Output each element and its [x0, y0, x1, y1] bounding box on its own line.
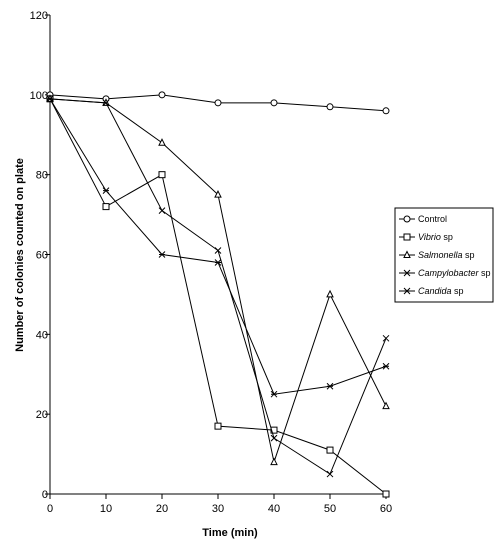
data-point [214, 190, 222, 198]
series-star [46, 95, 390, 398]
series-line [49, 98, 387, 464]
legend-item: Candida sp [399, 286, 464, 296]
x-axis-title: Time (min) [202, 527, 258, 539]
x-tick-label: 50 [324, 503, 336, 515]
data-point [102, 203, 110, 211]
x-tick-label: 60 [380, 503, 392, 515]
data-point [382, 107, 390, 115]
data-point [382, 401, 390, 410]
data-point [326, 103, 334, 111]
data-point [158, 251, 166, 258]
x-tick-label: 40 [268, 503, 280, 515]
x-tick-label: 0 [47, 503, 53, 515]
series-x [46, 95, 390, 478]
legend-label: Campylobacter sp [418, 268, 491, 278]
data-point [382, 334, 390, 342]
series-layer [46, 91, 390, 498]
data-point [403, 250, 411, 258]
data-point [403, 287, 411, 295]
data-point [158, 207, 166, 214]
axes: 0 20 40 60 80 100 120 0 10 20 30 40 50 60 [30, 10, 392, 515]
series-circle [46, 91, 390, 115]
data-point [326, 382, 334, 390]
x-tick-label: 10 [100, 503, 112, 515]
data-point [270, 426, 278, 434]
series-line [49, 98, 387, 395]
y-axis-title: Number of colonies counted on plate [14, 158, 26, 352]
legend-item: Campylobacter sp [399, 268, 491, 278]
data-point [326, 470, 334, 478]
x-tick-label: 20 [156, 503, 168, 515]
data-point [214, 247, 222, 254]
y-tick-label: 0 [42, 489, 48, 501]
series-square [46, 95, 390, 498]
data-point [102, 187, 110, 194]
legend-item: Control [399, 214, 447, 224]
data-point [270, 457, 278, 466]
y-tick-label: 80 [36, 170, 48, 182]
data-point [382, 362, 390, 370]
legend-item: Salmonella sp [399, 250, 475, 260]
data-point [326, 289, 334, 298]
legend-item: Vibrio sp [399, 232, 453, 242]
data-point [158, 91, 166, 99]
series-line [49, 98, 387, 475]
data-point [158, 138, 166, 146]
y-tick-label: 40 [36, 329, 48, 341]
data-point [214, 422, 222, 430]
legend-label: Vibrio sp [418, 232, 453, 242]
data-point [102, 99, 110, 107]
series-triangle [46, 94, 390, 466]
y-tick-label: 100 [30, 90, 48, 102]
legend: Control Vibrio sp Salmonella sp Campylobact… [394, 207, 494, 303]
y-tick-label: 60 [36, 250, 48, 262]
data-point [270, 390, 278, 398]
data-point [270, 434, 278, 442]
data-point [214, 99, 222, 107]
data-point [214, 259, 222, 266]
y-tick-label: 20 [36, 409, 48, 421]
legend-label: Salmonella sp [418, 250, 475, 260]
legend-label: Candida sp [418, 286, 464, 296]
data-point [403, 269, 411, 277]
series-line [49, 98, 387, 495]
y-tick-label: 120 [30, 10, 48, 22]
data-point [46, 95, 54, 103]
data-point [382, 490, 390, 498]
data-point [403, 215, 411, 223]
legend-label: Control [418, 214, 447, 224]
data-point [270, 99, 278, 107]
x-tick-label: 30 [212, 503, 224, 515]
data-point [403, 233, 411, 241]
data-point [158, 171, 166, 179]
data-point [326, 446, 334, 454]
